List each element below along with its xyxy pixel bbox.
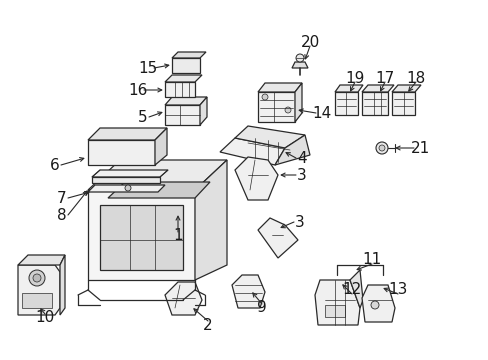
Polygon shape: [258, 218, 297, 258]
Circle shape: [29, 270, 45, 286]
Polygon shape: [88, 160, 226, 190]
Circle shape: [125, 185, 131, 191]
Circle shape: [375, 142, 387, 154]
Text: 8: 8: [57, 207, 67, 222]
Polygon shape: [258, 83, 302, 92]
Circle shape: [33, 274, 41, 282]
Polygon shape: [349, 270, 362, 308]
Polygon shape: [88, 190, 195, 280]
Polygon shape: [18, 255, 65, 265]
Text: 16: 16: [128, 82, 147, 98]
Polygon shape: [22, 293, 52, 308]
Polygon shape: [258, 92, 294, 122]
Polygon shape: [220, 138, 285, 165]
Circle shape: [378, 145, 384, 151]
Polygon shape: [164, 97, 206, 105]
Text: 21: 21: [409, 140, 429, 156]
Polygon shape: [314, 280, 359, 325]
Text: 3: 3: [295, 215, 304, 230]
Polygon shape: [361, 285, 394, 322]
Polygon shape: [172, 58, 200, 73]
Polygon shape: [235, 126, 305, 148]
Text: 11: 11: [362, 252, 381, 267]
Polygon shape: [164, 75, 202, 82]
Polygon shape: [164, 282, 202, 315]
Polygon shape: [92, 170, 168, 177]
Polygon shape: [294, 83, 302, 122]
Text: 1: 1: [173, 229, 183, 243]
Text: 14: 14: [312, 105, 331, 121]
Polygon shape: [88, 140, 155, 165]
Text: 5: 5: [138, 109, 147, 125]
Text: 7: 7: [57, 190, 67, 206]
Text: 9: 9: [257, 301, 266, 315]
Polygon shape: [291, 62, 307, 68]
Polygon shape: [92, 177, 160, 183]
Polygon shape: [88, 185, 164, 192]
Text: 4: 4: [297, 150, 306, 166]
Circle shape: [370, 301, 378, 309]
Text: 13: 13: [387, 283, 407, 297]
Polygon shape: [200, 97, 206, 125]
Polygon shape: [361, 92, 387, 115]
Polygon shape: [108, 182, 209, 198]
Polygon shape: [88, 128, 167, 140]
Polygon shape: [235, 157, 278, 200]
Text: 15: 15: [138, 60, 157, 76]
Polygon shape: [172, 52, 205, 58]
Polygon shape: [231, 275, 264, 308]
Circle shape: [285, 107, 290, 113]
Polygon shape: [164, 82, 195, 97]
Polygon shape: [18, 265, 60, 315]
Text: 10: 10: [35, 310, 55, 325]
Polygon shape: [391, 85, 420, 92]
Text: 17: 17: [375, 71, 394, 86]
Text: 3: 3: [297, 167, 306, 183]
Polygon shape: [391, 92, 414, 115]
Text: 19: 19: [345, 71, 364, 86]
Polygon shape: [164, 105, 200, 125]
Circle shape: [295, 54, 304, 62]
Polygon shape: [155, 128, 167, 165]
Text: 2: 2: [203, 318, 212, 333]
Polygon shape: [60, 255, 65, 315]
Text: 6: 6: [50, 158, 60, 172]
Polygon shape: [334, 92, 357, 115]
Circle shape: [262, 94, 267, 100]
Polygon shape: [274, 135, 309, 165]
Text: 18: 18: [406, 71, 425, 86]
Polygon shape: [100, 205, 183, 270]
Polygon shape: [325, 305, 345, 317]
Polygon shape: [361, 85, 393, 92]
Polygon shape: [334, 85, 362, 92]
Text: 20: 20: [300, 35, 319, 50]
Polygon shape: [195, 160, 226, 280]
Text: 12: 12: [342, 283, 361, 297]
